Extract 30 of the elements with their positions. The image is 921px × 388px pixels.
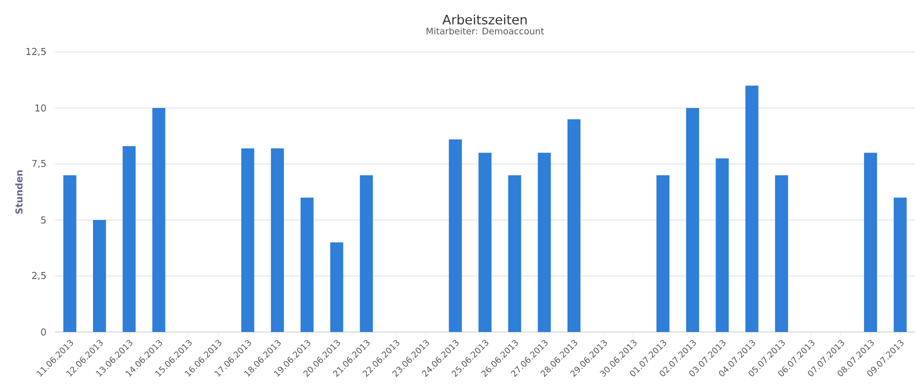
chart-title: Arbeitszeiten <box>442 14 527 25</box>
y-tick-label: 0 <box>41 328 46 336</box>
bar <box>122 146 136 332</box>
bar <box>567 119 580 332</box>
bar <box>300 198 314 332</box>
bar <box>152 108 166 332</box>
bar <box>241 148 254 332</box>
bar <box>538 152 551 332</box>
bar <box>508 175 522 332</box>
y-tick-label: 2,5 <box>32 272 46 280</box>
bar <box>92 220 106 332</box>
bar <box>330 242 344 332</box>
bar <box>775 175 788 332</box>
bar <box>716 158 729 332</box>
y-tick-label: 5 <box>41 216 46 224</box>
y-tick-label: 7,5 <box>32 160 46 168</box>
y-tick-label: 12,5 <box>26 48 46 56</box>
bar <box>864 152 878 332</box>
bar <box>894 198 907 332</box>
bar <box>656 175 670 332</box>
bar <box>478 152 492 332</box>
chart-subtitle: Mitarbeiter: Demoaccount <box>426 28 544 34</box>
y-tick-label: 10 <box>35 104 46 112</box>
bar <box>360 175 373 332</box>
bar <box>63 175 76 332</box>
bar <box>745 86 758 332</box>
y-axis-title: Stunden <box>15 170 23 214</box>
bar <box>448 139 462 332</box>
bar <box>270 148 284 332</box>
bar <box>686 108 700 332</box>
